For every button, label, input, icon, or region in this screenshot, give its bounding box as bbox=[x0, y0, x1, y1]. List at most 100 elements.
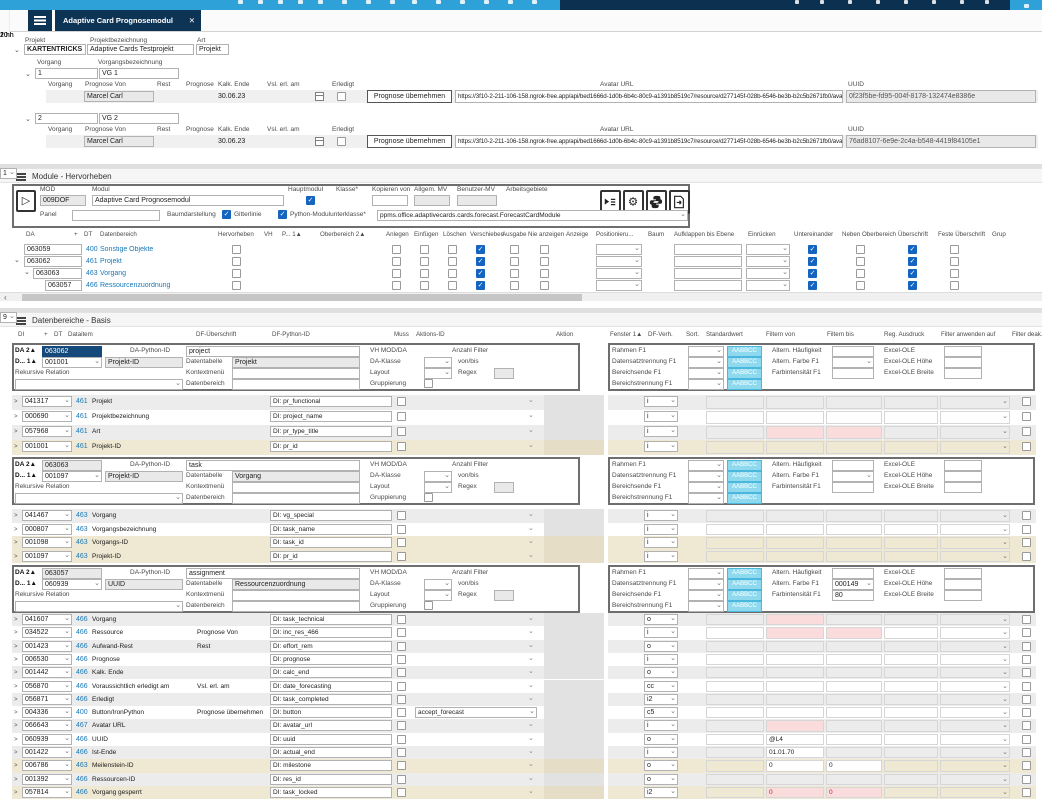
feste-ueberschrift-checkbox[interactable] bbox=[950, 257, 959, 266]
df-python-id-field[interactable]: DI: avatar_url bbox=[270, 720, 392, 732]
toolbar-icon[interactable] bbox=[412, 0, 417, 4]
filter-deak-checkbox[interactable] bbox=[1022, 721, 1031, 731]
von-cell[interactable] bbox=[766, 680, 824, 692]
filter-anwenden-dropdown[interactable] bbox=[940, 680, 1010, 692]
muss-checkbox[interactable] bbox=[397, 734, 406, 744]
von-cell[interactable] bbox=[766, 441, 824, 454]
toolbar-icon[interactable] bbox=[532, 0, 537, 4]
von-cell[interactable] bbox=[766, 614, 824, 626]
color-swatch[interactable]: AABBCC bbox=[727, 460, 762, 471]
standardwert-cell[interactable] bbox=[706, 707, 764, 719]
filter-anwenden-dropdown[interactable] bbox=[940, 693, 1010, 706]
frame-dropdown[interactable] bbox=[688, 493, 724, 504]
bis-cell[interactable] bbox=[826, 396, 882, 409]
standardwert-cell[interactable] bbox=[706, 441, 764, 454]
filter-deak-checkbox[interactable] bbox=[1022, 511, 1031, 520]
altern-haeufigkeit-field[interactable] bbox=[832, 460, 874, 471]
frame-dropdown[interactable] bbox=[688, 590, 724, 601]
von-cell[interactable] bbox=[766, 523, 824, 535]
frame-dropdown[interactable] bbox=[688, 471, 724, 482]
anlegen-checkbox[interactable] bbox=[392, 245, 401, 254]
expand-icon[interactable]: > bbox=[14, 630, 18, 637]
standardwert-cell[interactable] bbox=[706, 653, 764, 666]
toolbar-icon[interactable] bbox=[508, 0, 513, 4]
filter-deak-checkbox[interactable] bbox=[1022, 524, 1031, 534]
datenbereich-field[interactable] bbox=[232, 601, 360, 612]
untereinander-checkbox[interactable]: ✓ bbox=[808, 281, 817, 290]
toolbar-icon[interactable] bbox=[985, 0, 989, 4]
color-swatch[interactable]: AABBCC bbox=[727, 368, 762, 379]
df-python-id-field[interactable]: DI: prognose bbox=[270, 653, 392, 665]
aktions-id-dropdown[interactable]: ⌄ bbox=[528, 748, 534, 755]
ueberschrift-checkbox[interactable]: ✓ bbox=[908, 281, 917, 290]
altern-haeufigkeit-field[interactable] bbox=[832, 568, 874, 579]
standardwert-cell[interactable] bbox=[706, 693, 764, 706]
muss-checkbox[interactable] bbox=[397, 761, 406, 771]
da-klasse-dropdown[interactable] bbox=[424, 471, 452, 482]
positionierung-dropdown[interactable] bbox=[596, 244, 642, 255]
scroll-left-arrow[interactable]: ‹ bbox=[4, 293, 7, 302]
kontextmenu-field[interactable] bbox=[232, 482, 360, 493]
calendar-icon[interactable] bbox=[315, 137, 324, 146]
di-field[interactable]: 057814 bbox=[22, 786, 72, 798]
filter-deak-checkbox[interactable] bbox=[1022, 761, 1031, 771]
df-python-id-field[interactable]: DI: button bbox=[270, 707, 392, 719]
expand-icon[interactable]: > bbox=[14, 414, 18, 420]
expand-icon[interactable]: ⌄ bbox=[24, 269, 30, 276]
aktions-id-dropdown[interactable]: ⌄ bbox=[528, 511, 534, 518]
expand-icon[interactable]: ⌄ bbox=[14, 257, 20, 264]
filter-anwenden-dropdown[interactable] bbox=[940, 733, 1010, 745]
von-cell[interactable]: 01.01.70 bbox=[766, 747, 824, 759]
loeschen-checkbox[interactable] bbox=[448, 269, 457, 278]
art-field[interactable]: Projekt bbox=[196, 44, 229, 55]
von-cell[interactable] bbox=[766, 707, 824, 719]
df-verh-dropdown[interactable]: i bbox=[644, 747, 678, 758]
layout-dropdown[interactable] bbox=[424, 482, 452, 493]
von-cell[interactable] bbox=[766, 773, 824, 785]
di-field[interactable]: 001392 bbox=[22, 773, 72, 785]
einruecken-dropdown[interactable] bbox=[746, 280, 790, 291]
expand-icon[interactable]: > bbox=[14, 656, 18, 663]
df-verh-dropdown[interactable]: o bbox=[644, 667, 678, 679]
gruppierung-checkbox[interactable] bbox=[424, 493, 433, 502]
aktions-id-dropdown[interactable]: ⌄ bbox=[528, 628, 534, 636]
di-id-field[interactable]: 060939 bbox=[42, 579, 102, 590]
standardwert-cell[interactable] bbox=[706, 537, 764, 549]
muss-checkbox[interactable] bbox=[397, 511, 406, 520]
datenbereich-field[interactable] bbox=[232, 379, 360, 390]
von-cell[interactable] bbox=[766, 537, 824, 549]
von-cell[interactable] bbox=[766, 627, 824, 639]
feste-ueberschrift-checkbox[interactable] bbox=[950, 245, 959, 254]
da-python-id-field[interactable]: assignment bbox=[186, 568, 360, 579]
einfuegen-checkbox[interactable] bbox=[420, 257, 429, 266]
von-cell[interactable] bbox=[766, 693, 824, 706]
console-icon[interactable] bbox=[600, 190, 621, 214]
df-verh-dropdown[interactable]: i bbox=[644, 441, 678, 452]
df-verh-dropdown[interactable]: i bbox=[644, 550, 678, 562]
altern-haeufigkeit-field[interactable] bbox=[832, 346, 874, 357]
positionierung-dropdown[interactable] bbox=[596, 256, 642, 267]
standardwert-cell[interactable] bbox=[706, 550, 764, 562]
rekursive-relation-dropdown[interactable] bbox=[15, 493, 183, 504]
filter-anwenden-dropdown[interactable] bbox=[940, 707, 1010, 719]
aktions-id-dropdown[interactable]: ⌄ bbox=[528, 774, 534, 782]
muss-checkbox[interactable] bbox=[397, 524, 406, 534]
expand-icon[interactable]: > bbox=[14, 540, 18, 546]
standardwert-cell[interactable] bbox=[706, 773, 764, 785]
di-field[interactable]: 006786 bbox=[22, 760, 72, 772]
df-verh-dropdown[interactable]: i bbox=[644, 396, 678, 407]
modul-field[interactable]: Adaptive Card Prognosemodul bbox=[92, 195, 284, 206]
di-field[interactable]: 001001 bbox=[22, 441, 72, 452]
feste-ueberschrift-checkbox[interactable] bbox=[950, 281, 959, 290]
filter-deak-checkbox[interactable] bbox=[1022, 668, 1031, 678]
di-id-field[interactable]: 001097 bbox=[42, 471, 102, 482]
muss-checkbox[interactable] bbox=[397, 615, 406, 624]
gruppierung-checkbox[interactable] bbox=[424, 601, 433, 610]
color-swatch[interactable]: AABBCC bbox=[727, 568, 762, 579]
filter-deak-checkbox[interactable] bbox=[1022, 787, 1031, 797]
horizontal-scrollbar[interactable]: ‹ bbox=[0, 292, 1042, 302]
nie-anzeigen-checkbox[interactable] bbox=[540, 269, 549, 278]
df-python-id-field[interactable]: DI: pr_functional bbox=[270, 396, 392, 407]
df-verh-dropdown[interactable]: o bbox=[644, 614, 678, 625]
standardwert-cell[interactable] bbox=[706, 786, 764, 799]
